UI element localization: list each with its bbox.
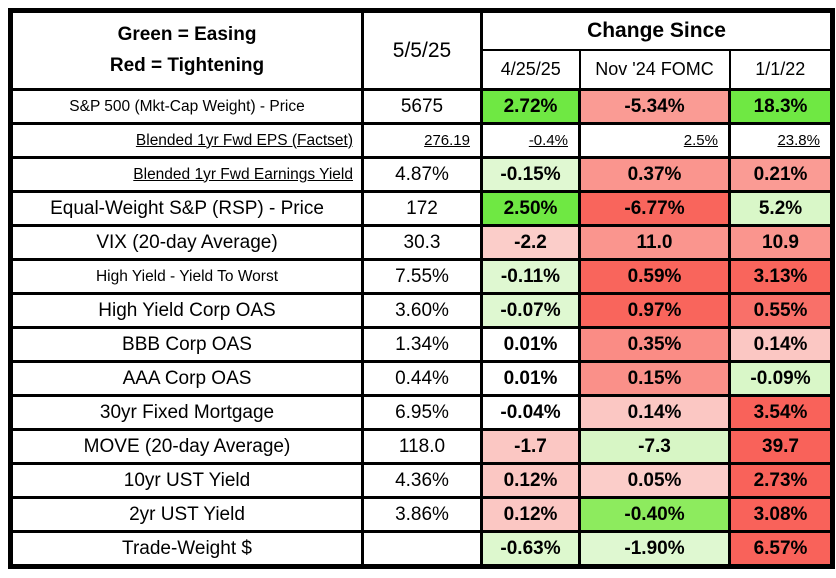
change-cell: 0.14% <box>578 394 731 431</box>
row-label: VIX (20-day Average) <box>9 224 364 261</box>
market-conditions-table: Green = Easing Red = Tightening 5/5/25 C… <box>8 8 835 569</box>
color-legend: Green = Easing Red = Tightening <box>9 9 364 91</box>
current-value <box>361 530 483 568</box>
change-cell: -0.04% <box>480 394 581 431</box>
change-cell: 0.12% <box>480 462 581 499</box>
table-row-fwd-earnings-yield: Blended 1yr Fwd Earnings Yield 4.87% -0.… <box>9 156 834 193</box>
current-value: 3.60% <box>361 292 483 329</box>
change-cell: -5.34% <box>578 88 731 125</box>
row-label: High Yield - Yield To Worst <box>9 258 364 295</box>
change-cell: -0.15% <box>480 156 581 193</box>
row-label: 10yr UST Yield <box>9 462 364 499</box>
current-value: 172 <box>361 190 483 227</box>
table-row-vix: VIX (20-day Average) 30.3 -2.2 11.0 10.9 <box>9 224 834 261</box>
change-cell: 0.37% <box>578 156 731 193</box>
change-cell: 0.21% <box>728 156 834 193</box>
change-cell: 39.7 <box>728 428 834 465</box>
table-row-high-yield-ytw: High Yield - Yield To Worst 7.55% -0.11%… <box>9 258 834 295</box>
row-label: Equal-Weight S&P (RSP) - Price <box>9 190 364 227</box>
change-cell: -0.63% <box>480 530 581 568</box>
header-row-sub: 4/25/25 Nov '24 FOMC 1/1/22 <box>11 49 834 91</box>
change-cell: 0.97% <box>578 292 731 329</box>
table-row-sp500: S&P 500 (Mkt-Cap Weight) - Price 5675 2.… <box>9 88 834 125</box>
change-cell: -2.2 <box>480 224 581 261</box>
table-row-aaa-corp-oas: AAA Corp OAS 0.44% 0.01% 0.15% -0.09% <box>9 360 834 397</box>
table-row-bbb-corp-oas: BBB Corp OAS 1.34% 0.01% 0.35% 0.14% <box>9 326 834 363</box>
row-label: Blended 1yr Fwd Earnings Yield <box>9 156 364 193</box>
table-row-trade-weight-dollar: Trade-Weight $ -0.63% -1.90% 6.57% <box>9 530 834 568</box>
change-cell: -1.7 <box>480 428 581 465</box>
table-row-equal-weight-sp: Equal-Weight S&P (RSP) - Price 172 2.50%… <box>9 190 834 227</box>
change-cell: 2.50% <box>480 190 581 227</box>
change-cell: 3.13% <box>728 258 834 295</box>
legend-green-easing: Green = Easing <box>117 24 257 46</box>
change-cell: -6.77% <box>578 190 731 227</box>
change-cell: -0.11% <box>480 258 581 295</box>
current-value: 0.44% <box>361 360 483 397</box>
change-cell: -0.4% <box>480 122 581 159</box>
change-cell: 0.55% <box>728 292 834 329</box>
column-header-1-1-22: 1/1/22 <box>728 49 834 91</box>
change-cell: -1.90% <box>578 530 731 568</box>
change-cell: 5.2% <box>728 190 834 227</box>
change-cell: 6.57% <box>728 530 834 568</box>
change-cell: 0.12% <box>480 496 581 533</box>
table-row-move: MOVE (20-day Average) 118.0 -1.7 -7.3 39… <box>9 428 834 465</box>
change-cell: -0.40% <box>578 496 731 533</box>
current-value: 4.36% <box>361 462 483 499</box>
column-header-nov-24-fomc: Nov '24 FOMC <box>578 49 731 91</box>
change-cell: 3.54% <box>728 394 834 431</box>
row-label: 2yr UST Yield <box>9 496 364 533</box>
current-value: 30.3 <box>361 224 483 261</box>
row-label: Blended 1yr Fwd EPS (Factset) <box>9 122 364 159</box>
change-cell: 0.01% <box>480 360 581 397</box>
current-value: 276.19 <box>361 122 483 159</box>
table-row-hy-corp-oas: High Yield Corp OAS 3.60% -0.07% 0.97% 0… <box>9 292 834 329</box>
row-label: BBB Corp OAS <box>9 326 364 363</box>
change-cell: -0.09% <box>728 360 834 397</box>
change-cell: 23.8% <box>728 122 834 159</box>
change-cell: 10.9 <box>728 224 834 261</box>
row-label: AAA Corp OAS <box>9 360 364 397</box>
table-row-10yr-ust: 10yr UST Yield 4.36% 0.12% 0.05% 2.73% <box>9 462 834 499</box>
header-row-top: Green = Easing Red = Tightening 5/5/25 C… <box>9 9 834 91</box>
change-cell: 0.15% <box>578 360 731 397</box>
current-value: 5675 <box>361 88 483 125</box>
current-value: 7.55% <box>361 258 483 295</box>
change-cell: 3.08% <box>728 496 834 533</box>
change-cell: 0.01% <box>480 326 581 363</box>
current-value: 1.34% <box>361 326 483 363</box>
current-value: 6.95% <box>361 394 483 431</box>
table-row-fwd-eps: Blended 1yr Fwd EPS (Factset) 276.19 -0.… <box>9 122 834 159</box>
legend-red-tightening: Red = Tightening <box>109 54 265 76</box>
as-of-date: 5/5/25 <box>361 9 483 91</box>
table-row-2yr-ust: 2yr UST Yield 3.86% 0.12% -0.40% 3.08% <box>9 496 834 533</box>
change-cell: 0.14% <box>728 326 834 363</box>
change-cell: 2.72% <box>480 88 581 125</box>
change-since-header: Change Since <box>480 9 834 51</box>
row-label: 30yr Fixed Mortgage <box>9 394 364 431</box>
change-cell: 2.73% <box>728 462 834 499</box>
row-label: S&P 500 (Mkt-Cap Weight) - Price <box>9 88 364 125</box>
change-cell: 2.5% <box>578 122 731 159</box>
row-label: High Yield Corp OAS <box>9 292 364 329</box>
change-cell: 11.0 <box>578 224 731 261</box>
current-value: 4.87% <box>361 156 483 193</box>
change-cell: 0.35% <box>578 326 731 363</box>
row-label: Trade-Weight $ <box>9 530 364 568</box>
current-value: 3.86% <box>361 496 483 533</box>
column-header-4-25-25: 4/25/25 <box>480 49 581 91</box>
change-cell: 0.59% <box>578 258 731 295</box>
change-cell: -0.07% <box>480 292 581 329</box>
table-row-30yr-mortgage: 30yr Fixed Mortgage 6.95% -0.04% 0.14% 3… <box>9 394 834 431</box>
current-value: 118.0 <box>361 428 483 465</box>
change-cell: 0.05% <box>578 462 731 499</box>
change-cell: -7.3 <box>578 428 731 465</box>
row-label: MOVE (20-day Average) <box>9 428 364 465</box>
change-cell: 18.3% <box>728 88 834 125</box>
